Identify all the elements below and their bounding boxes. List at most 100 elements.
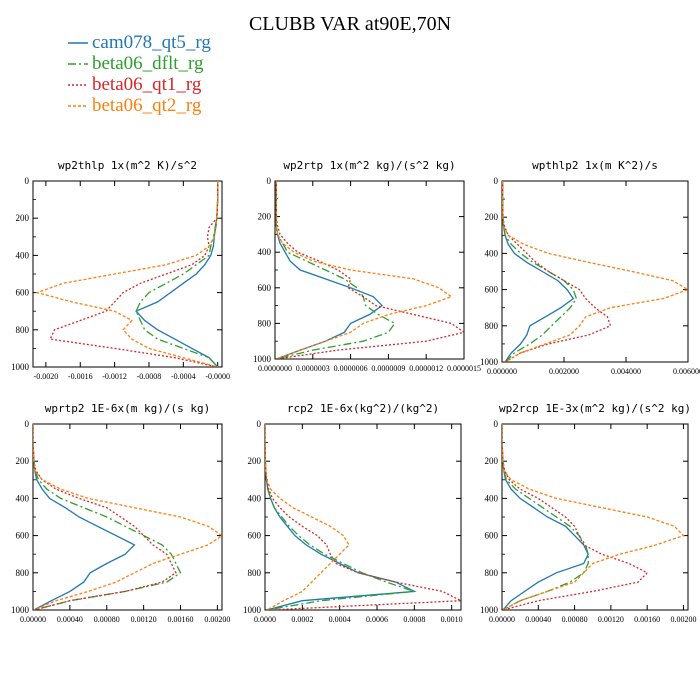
chart-title: wprtp2 1E-6x(m kg)/(s kg) (45, 402, 211, 415)
x-tick-label: 0.0008 (403, 615, 425, 624)
x-tick-label: 0.00040 (57, 615, 83, 624)
series-line-beta06_qt2_rg (275, 181, 453, 359)
y-tick-label: 200 (16, 213, 30, 223)
series-line-beta06_qt1_rg (275, 181, 464, 359)
x-tick-label: 0.0000015 (447, 364, 481, 373)
legend: cam078_qt5_rgbeta06_dflt_rgbeta06_qt1_rg… (68, 32, 211, 116)
x-tick-label: 0.00200 (204, 615, 230, 624)
x-tick-label: 0.0000009 (371, 364, 405, 373)
series-line-beta06_qt2_rg (502, 424, 685, 610)
x-tick-label: 0.0000003 (296, 364, 330, 373)
y-tick-label: 600 (248, 531, 262, 541)
x-tick-label: 0.004000 (611, 367, 641, 376)
x-tick-label: 0.0000 (254, 615, 276, 624)
y-tick-label: 600 (16, 531, 30, 541)
series-line-beta06_qt2_rg (265, 424, 350, 610)
y-tick-label: 200 (485, 456, 499, 466)
plot-frame (32, 180, 223, 368)
y-tick-label: 0 (267, 176, 272, 186)
y-tick-label: 600 (485, 531, 499, 541)
y-tick-label: 400 (485, 493, 499, 503)
series-line-cam078_qt5_rg (134, 181, 219, 367)
series-line-cam078_qt5_rg (33, 424, 136, 610)
plot-frame (32, 423, 223, 611)
series-line-beta06_dflt_rg (33, 424, 182, 610)
x-tick-label: 0.002000 (549, 367, 579, 376)
series-line-beta06_qt1_rg (49, 181, 219, 367)
chart-title: rcp2 1E-6x(kg^2)/(kg^2) (287, 402, 439, 415)
y-tick-label: 1000 (243, 605, 262, 615)
chart-panel: wp2rcp 1E-3x(m^2 kg)/(s^2 kg)0 200 400 600 8… (480, 402, 696, 624)
y-tick-label: 1000 (11, 362, 30, 372)
y-tick-label: 0 (494, 176, 499, 186)
chart-panel: wp2thlp 1x(m^2 K)/s^2 0 200 400 600 800 1000 -0… (11, 159, 230, 381)
series-line-beta06_dflt_rg (502, 181, 578, 362)
x-tick-label: 0.000000 (487, 367, 517, 376)
chart-title: wpthlp2 1x(m K^2)/s (532, 159, 658, 172)
y-tick-label: 400 (485, 248, 499, 258)
series-line-cam078_qt5_rg (265, 424, 417, 610)
series-line-beta06_dflt_rg (265, 424, 415, 610)
y-tick-label: 1000 (480, 605, 499, 615)
y-tick-label: 800 (16, 325, 30, 335)
series-line-beta06_dflt_rg (135, 181, 219, 367)
series-line-beta06_qt1_rg (33, 424, 177, 610)
chart-panel: rcp2 1E-6x(kg^2)/(kg^2) 0 200 400 600 800 1000… (243, 402, 463, 624)
series-line-beta06_dflt_rg (502, 424, 589, 610)
x-tick-label: -0.0004 (171, 372, 196, 381)
plot-frame (264, 423, 462, 611)
chart-panel: wprtp2 1E-6x(m kg)/(s kg) 0 200 400 600 800 10… (11, 402, 230, 624)
x-tick-label: 0.00120 (131, 615, 157, 624)
legend-label: cam078_qt5_rg (92, 32, 211, 53)
y-tick-label: 0 (257, 419, 262, 429)
x-tick-label: 0.0010 (441, 615, 463, 624)
legend-label: beta06_qt2_rg (92, 95, 202, 116)
x-tick-label: 0.00200 (670, 615, 696, 624)
legend-label: beta06_dflt_rg (92, 53, 204, 74)
chart-panel: wp2rtp 1x(m^2 kg)/(s^2 kg) 0 200 400 600 800 1… (253, 159, 481, 373)
x-tick-label: 0.00160 (634, 615, 660, 624)
figure-title: CLUBB VAR at90E,70N (249, 13, 451, 35)
x-tick-label: -0.0020 (34, 372, 59, 381)
x-tick-label: 0.00120 (598, 615, 624, 624)
y-tick-label: 600 (16, 288, 30, 298)
y-tick-label: 200 (485, 212, 499, 222)
plot-frame (274, 180, 465, 360)
series-line-cam078_qt5_rg (275, 181, 384, 359)
legend-label: beta06_qt1_rg (92, 74, 202, 95)
series-line-beta06_qt1_rg (502, 424, 649, 610)
y-tick-label: 600 (485, 285, 499, 295)
chart-title: wp2thlp 1x(m^2 K)/s^2 (58, 159, 197, 172)
y-tick-label: 400 (16, 250, 30, 260)
series-line-beta06_qt2_rg (502, 181, 688, 362)
x-tick-label: 0.0006 (366, 615, 388, 624)
panels: wp2thlp 1x(m^2 K)/s^2 0 200 400 600 800 1000 -0… (11, 159, 700, 624)
y-tick-label: 800 (258, 318, 272, 328)
series-line-beta06_qt1_rg (502, 181, 612, 362)
x-tick-label: 0.0004 (329, 615, 351, 624)
y-tick-label: 0 (25, 176, 30, 186)
x-tick-label: 0.0000012 (409, 364, 443, 373)
y-tick-label: 800 (485, 568, 499, 578)
y-tick-label: 0 (494, 419, 499, 429)
y-tick-label: 1000 (253, 354, 272, 364)
y-tick-label: 800 (16, 568, 30, 578)
y-tick-label: 800 (248, 568, 262, 578)
series-line-beta06_qt2_rg (33, 424, 222, 610)
y-tick-label: 800 (485, 321, 499, 331)
x-tick-label: 0.00000 (20, 615, 46, 624)
y-tick-label: 400 (258, 247, 272, 257)
y-tick-label: 600 (258, 283, 272, 293)
plot-frame (501, 423, 689, 611)
x-tick-label: 0.00040 (525, 615, 551, 624)
x-tick-label: -0.0000 (205, 372, 230, 381)
y-tick-label: 200 (258, 212, 272, 222)
x-tick-label: -0.0016 (68, 372, 93, 381)
chart-panel: wpthlp2 1x(m K^2)/s020040060080010000.00… (480, 159, 700, 376)
series-line-beta06_qt1_rg (265, 424, 461, 610)
x-tick-label: 0.00160 (168, 615, 194, 624)
x-tick-label: 0.00080 (94, 615, 120, 624)
series-line-beta06_dflt_rg (275, 181, 396, 359)
x-tick-label: 0.0000000 (258, 364, 292, 373)
